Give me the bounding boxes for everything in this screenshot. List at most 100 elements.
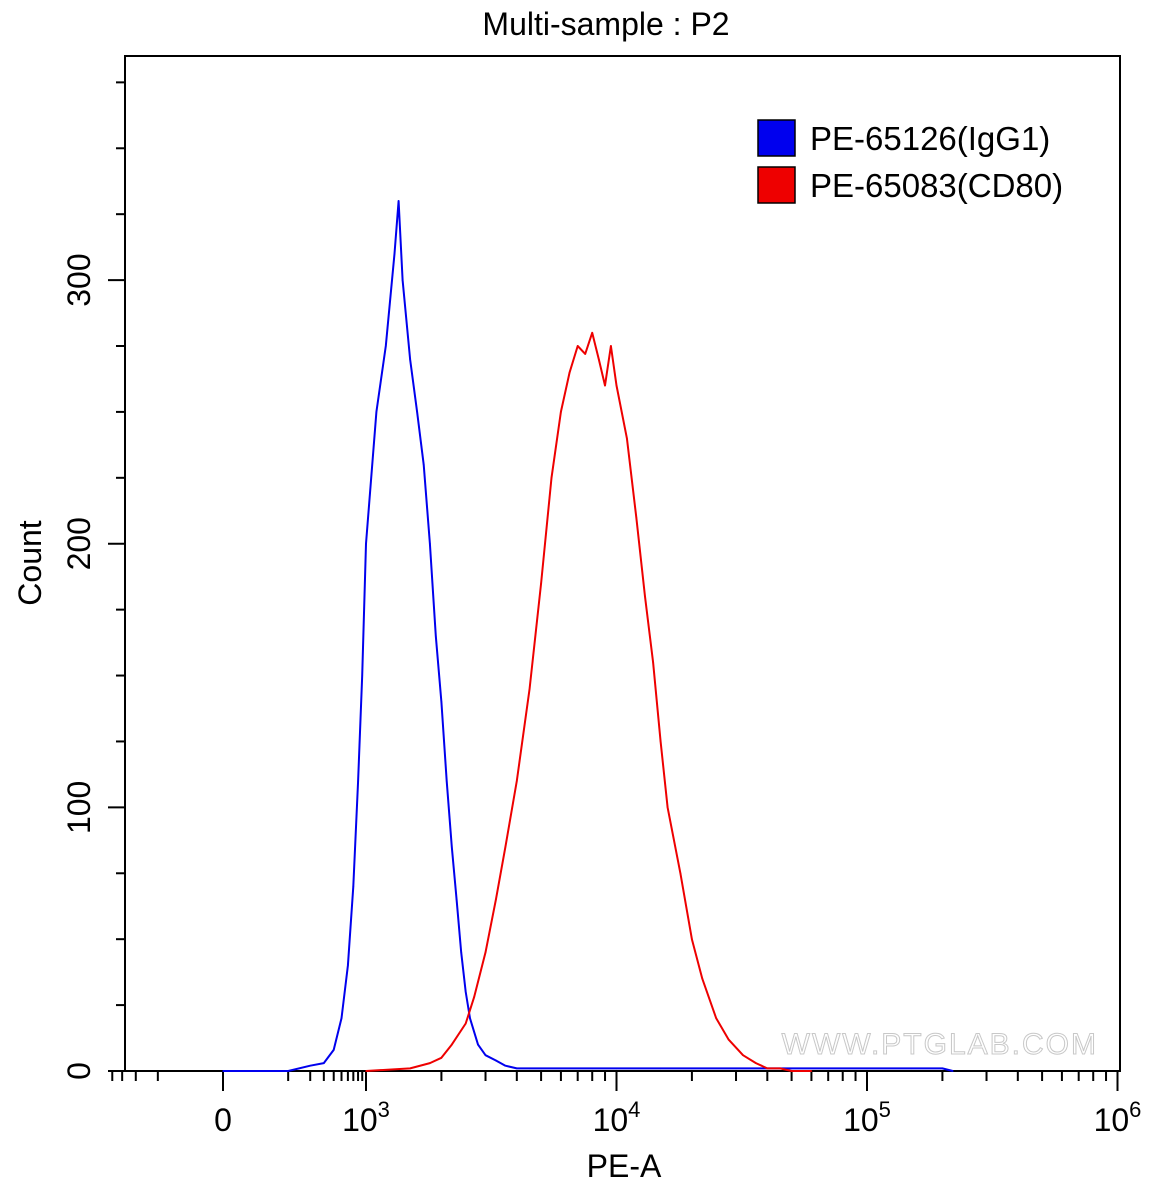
series-2-point	[766, 1067, 769, 1070]
series-1-point	[340, 1017, 343, 1020]
series-1-point	[460, 951, 463, 954]
series-1-point	[365, 542, 367, 545]
chart-title: Multi-sample : P2	[482, 6, 729, 42]
y-tick-label: 100	[61, 781, 97, 834]
series-1-point	[528, 1067, 531, 1070]
x-axis: 0 103 104 105 106	[111, 1071, 1142, 1138]
series-2-point	[591, 332, 594, 334]
series-1-point	[450, 846, 453, 848]
series-1-point	[910, 1067, 912, 1070]
series-layer	[222, 200, 954, 1072]
series-2-point	[659, 740, 662, 743]
series-1-point	[222, 1070, 224, 1072]
x-tick-base: 10	[1094, 1102, 1130, 1138]
x-tick-exponent: 4	[628, 1097, 640, 1122]
x-tick-base: 10	[843, 1102, 879, 1138]
series-2-point	[610, 345, 612, 347]
series-1-point	[495, 1059, 497, 1062]
series-2-point	[440, 1057, 443, 1059]
series-line-2	[365, 331, 812, 1072]
series-2-point	[755, 1062, 757, 1064]
series-1-point	[422, 463, 425, 466]
series-2-point	[528, 687, 531, 690]
legend-swatch	[757, 166, 796, 204]
x-tick-label: 103	[342, 1097, 390, 1138]
series-1-point	[416, 411, 418, 413]
series-2-point	[790, 1070, 793, 1072]
series-line-1	[223, 200, 954, 1072]
series-2-point	[540, 582, 542, 585]
watermark-text: WWW.PTGLAB.COM	[782, 1028, 1098, 1061]
series-1-point	[409, 358, 411, 360]
series-1-point	[347, 964, 349, 967]
series-1-point	[951, 1070, 954, 1072]
series-2-point	[615, 384, 618, 387]
y-axis-label: Count	[12, 520, 48, 606]
series-2-point	[484, 951, 487, 954]
series-1-point	[560, 1067, 562, 1070]
series-2-point	[464, 1022, 467, 1025]
series-1-point	[469, 1017, 471, 1020]
series-2-point	[560, 411, 562, 413]
series-2-point	[742, 1054, 744, 1056]
legend-swatch	[757, 119, 796, 157]
y-tick-label: 300	[61, 253, 97, 306]
series-2-point	[429, 1062, 431, 1064]
series-1-point	[790, 1067, 793, 1070]
series-2-point	[679, 872, 682, 875]
series-2-point	[450, 1043, 453, 1046]
series-2-point	[635, 516, 638, 519]
series-1-point	[504, 1064, 507, 1067]
x-tick-base: 0	[214, 1102, 232, 1138]
series-2-point	[409, 1067, 411, 1070]
series-1-point	[323, 1062, 325, 1064]
series-2-point	[365, 1070, 367, 1072]
y-tick-label: 200	[61, 517, 97, 570]
series-1-point	[941, 1067, 944, 1070]
x-tick-label: 106	[1094, 1097, 1142, 1138]
series-1-point	[393, 252, 396, 255]
series-1-point	[827, 1067, 829, 1070]
series-1-point	[385, 345, 387, 347]
series-1-point	[484, 1054, 487, 1056]
series-2-point	[691, 938, 693, 940]
series-2-point	[473, 996, 475, 998]
series-2-point	[576, 345, 579, 347]
series-2-point	[584, 353, 587, 355]
series-2-point	[504, 846, 507, 848]
series-1-point	[357, 780, 359, 782]
series-2-point	[598, 358, 600, 360]
series-1-point	[659, 1067, 662, 1070]
series-1-point	[309, 1064, 312, 1067]
series-2-point	[779, 1067, 781, 1070]
series-2-point	[516, 780, 518, 782]
series-2-point	[701, 977, 704, 980]
y-tick-label: 0	[61, 1062, 97, 1080]
series-1-point	[540, 1067, 542, 1070]
x-tick-base: 10	[593, 1102, 629, 1138]
x-tick-exponent: 5	[879, 1097, 891, 1122]
series-1-point	[397, 200, 400, 202]
x-tick-label: 0	[214, 1102, 232, 1138]
x-tick-exponent: 6	[1129, 1097, 1141, 1122]
series-1-point	[287, 1070, 289, 1072]
series-2-point	[810, 1070, 813, 1072]
x-tick-base: 10	[342, 1102, 378, 1138]
series-1-point	[375, 411, 378, 413]
series-1-point	[455, 898, 458, 901]
legend: PE-65126(IgG1) PE-65083(CD80)	[757, 119, 1063, 204]
series-2-point	[727, 1038, 730, 1041]
series-1-point	[477, 1043, 479, 1046]
series-1-point	[735, 1067, 737, 1070]
series-2-point	[652, 661, 654, 664]
series-1-point	[401, 279, 404, 281]
y-axis: 0 100 200 300	[61, 81, 125, 1080]
x-axis-label: PE-A	[587, 1148, 662, 1184]
series-2-point	[715, 1017, 717, 1020]
series-1-point	[361, 674, 364, 677]
x-tick-exponent: 3	[378, 1097, 390, 1122]
series-1-point	[440, 701, 443, 703]
series-2-point	[626, 437, 628, 440]
x-tick-label: 104	[593, 1097, 641, 1138]
series-1-point	[352, 885, 355, 888]
